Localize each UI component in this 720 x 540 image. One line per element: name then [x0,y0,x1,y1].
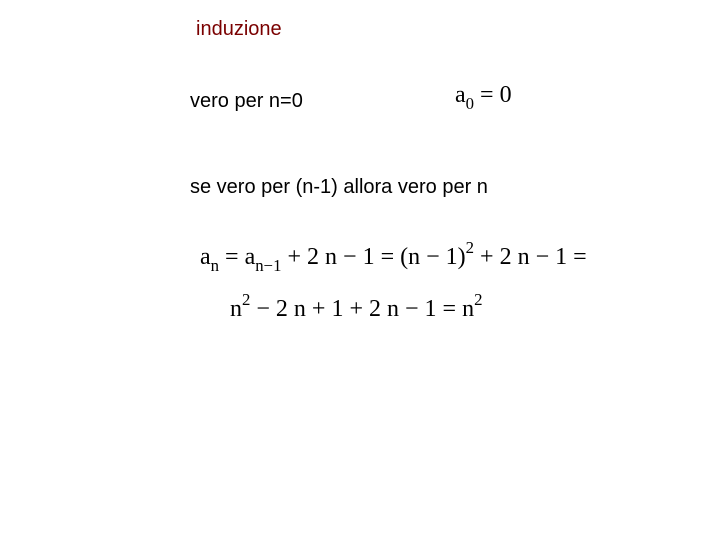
eq2-an-sub: n [211,256,219,275]
eq2-paren-close: ) [458,244,466,270]
eq2-anm1-base: a [245,244,256,270]
eq1-lhs-base: a [455,82,466,108]
eq3-middle: − 2 n + 1 + 2 n − 1 = n [256,296,474,322]
eq3-sq1: 2 [242,290,250,309]
equation-a0: a0 = 0 [455,82,512,113]
slide: induzione vero per n=0 a0 = 0 se vero pe… [0,0,720,540]
eq2-plus2nminus1: + 2 n − 1 = [288,244,401,270]
eq2-anm1-sub: n−1 [255,256,281,275]
eq3-n1: n [230,296,242,322]
eq1-rhs: 0 [500,82,512,108]
equation-an-expansion: an = an−1 + 2 n − 1 = (n − 1)2 + 2 n − 1… [200,240,587,275]
heading-induzione: induzione [196,18,282,41]
eq2-an-base: a [200,244,211,270]
eq2-eq1: = [225,244,245,270]
eq3-sq2: 2 [474,290,482,309]
eq2-tail: + 2 n − 1 = [480,244,587,270]
line-base-case: vero per n=0 [190,90,303,113]
eq2-nm1: n − 1 [408,244,458,270]
eq2-paren-open: ( [400,244,408,270]
eq2-sq: 2 [466,238,474,257]
eq1-equals: = [480,82,500,108]
equation-n-squared: n2 − 2 n + 1 + 2 n − 1 = n2 [230,292,482,323]
eq1-lhs-sub: 0 [466,94,474,113]
line-inductive-step: se vero per (n-1) allora vero per n [190,176,488,199]
